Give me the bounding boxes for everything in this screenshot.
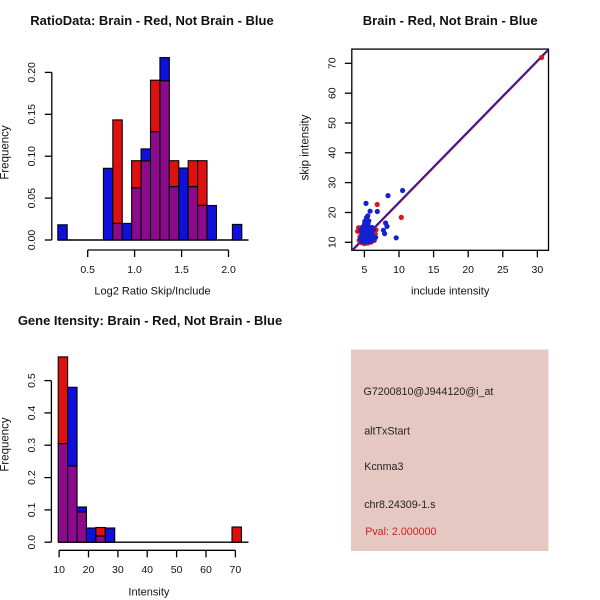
svg-text:1.0: 1.0 <box>127 264 142 276</box>
svg-text:Pval: 2.000000: Pval: 2.000000 <box>365 526 436 538</box>
svg-text:Frequency: Frequency <box>0 417 12 472</box>
svg-text:skip intensity: skip intensity <box>300 114 312 180</box>
svg-text:Gene Itensity: Brain - Red, No: Gene Itensity: Brain - Red, Not Brain - … <box>18 313 282 328</box>
svg-text:Log2 Ratio Skip/Include: Log2 Ratio Skip/Include <box>94 286 210 298</box>
svg-text:0.4: 0.4 <box>26 405 38 420</box>
svg-text:10: 10 <box>53 564 65 576</box>
svg-text:include intensity: include intensity <box>411 286 490 298</box>
svg-text:10: 10 <box>326 236 338 248</box>
svg-text:Brain - Red, Not Brain - Blue: Brain - Red, Not Brain - Blue <box>363 13 538 28</box>
svg-text:chr8.24309-1.s: chr8.24309-1.s <box>364 499 435 511</box>
svg-text:0.20: 0.20 <box>26 62 38 83</box>
svg-text:30: 30 <box>532 264 544 276</box>
svg-text:Kcnma3: Kcnma3 <box>364 461 403 473</box>
svg-text:G7200810@J944120@i_at: G7200810@J944120@i_at <box>364 386 494 398</box>
svg-text:0.1: 0.1 <box>26 502 38 517</box>
svg-text:20: 20 <box>462 264 474 276</box>
svg-text:2.0: 2.0 <box>221 264 236 276</box>
svg-text:60: 60 <box>326 87 338 99</box>
svg-text:50: 50 <box>171 564 183 576</box>
svg-text:0.2: 0.2 <box>26 470 38 485</box>
svg-text:50: 50 <box>326 117 338 129</box>
svg-text:20: 20 <box>83 564 95 576</box>
svg-text:0.0: 0.0 <box>26 535 38 550</box>
svg-text:0.3: 0.3 <box>26 438 38 453</box>
svg-text:0.00: 0.00 <box>26 230 38 251</box>
svg-text:0.5: 0.5 <box>80 264 95 276</box>
svg-text:0.10: 0.10 <box>26 146 38 167</box>
svg-text:RatioData: Brain - Red, Not Br: RatioData: Brain - Red, Not Brain - Blue <box>30 13 273 28</box>
svg-text:40: 40 <box>326 147 338 159</box>
svg-text:10: 10 <box>393 264 405 276</box>
svg-text:30: 30 <box>326 177 338 189</box>
svg-text:60: 60 <box>200 564 212 576</box>
svg-text:0.15: 0.15 <box>26 104 38 125</box>
svg-text:Frequency: Frequency <box>0 125 12 180</box>
svg-text:Intensity: Intensity <box>128 587 169 599</box>
svg-text:70: 70 <box>326 57 338 69</box>
svg-text:70: 70 <box>230 564 242 576</box>
svg-text:0.05: 0.05 <box>26 188 38 209</box>
svg-text:1.5: 1.5 <box>174 264 189 276</box>
svg-text:25: 25 <box>497 264 509 276</box>
svg-text:30: 30 <box>112 564 124 576</box>
svg-text:40: 40 <box>141 564 153 576</box>
svg-text:5: 5 <box>361 264 367 276</box>
svg-text:20: 20 <box>326 207 338 219</box>
svg-text:0.5: 0.5 <box>26 373 38 388</box>
svg-text:altTxStart: altTxStart <box>364 425 410 437</box>
svg-text:15: 15 <box>428 264 440 276</box>
